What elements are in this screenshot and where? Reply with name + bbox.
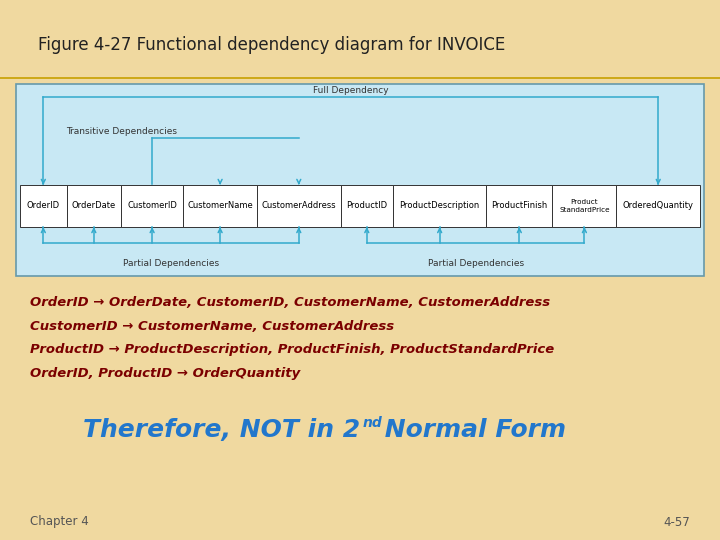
Bar [67, 185, 121, 227]
Bar [341, 185, 393, 227]
Text: Chapter 4: Chapter 4 [30, 516, 89, 529]
Text: Partial Dependencies: Partial Dependencies [123, 259, 219, 268]
Bar [183, 185, 257, 227]
Text: ProductID → ProductDescription, ProductFinish, ProductStandardPrice: ProductID → ProductDescription, ProductF… [30, 343, 554, 356]
Bar [257, 185, 341, 227]
Text: CustomerName: CustomerName [187, 201, 253, 211]
Text: Full Dependency: Full Dependency [313, 86, 389, 95]
Text: nd: nd [363, 416, 383, 430]
Text: OrderDate: OrderDate [72, 201, 116, 211]
Text: OrderID → OrderDate, CustomerID, CustomerName, CustomerAddress: OrderID → OrderDate, CustomerID, Custome… [30, 295, 550, 308]
Text: OrderID, ProductID → OrderQuantity: OrderID, ProductID → OrderQuantity [30, 368, 300, 381]
Bar [552, 185, 616, 227]
Bar [16, 84, 704, 276]
Text: Product
StandardPrice: Product StandardPrice [559, 199, 610, 213]
Text: CustomerID → CustomerName, CustomerAddress: CustomerID → CustomerName, CustomerAddre… [30, 320, 394, 333]
Text: Therefore, NOT in 2: Therefore, NOT in 2 [83, 418, 360, 442]
Bar [121, 185, 183, 227]
Bar [486, 185, 552, 227]
Bar [393, 185, 486, 227]
Text: OrderedQuantity: OrderedQuantity [623, 201, 694, 211]
Text: CustomerID: CustomerID [127, 201, 177, 211]
Text: Partial Dependencies: Partial Dependencies [428, 259, 523, 268]
Text: ProductFinish: ProductFinish [491, 201, 547, 211]
Bar [0, 0, 720, 78]
Text: Normal Form: Normal Form [376, 418, 566, 442]
Text: Transitive Dependencies: Transitive Dependencies [66, 127, 177, 136]
Text: CustomerAddress: CustomerAddress [261, 201, 336, 211]
Text: 4-57: 4-57 [663, 516, 690, 529]
Text: OrderID: OrderID [27, 201, 60, 211]
Bar [20, 185, 67, 227]
Bar [616, 185, 700, 227]
Text: Figure 4-27 Functional dependency diagram for INVOICE: Figure 4-27 Functional dependency diagra… [38, 36, 505, 54]
Text: ProductDescription: ProductDescription [400, 201, 480, 211]
Text: ProductID: ProductID [346, 201, 387, 211]
